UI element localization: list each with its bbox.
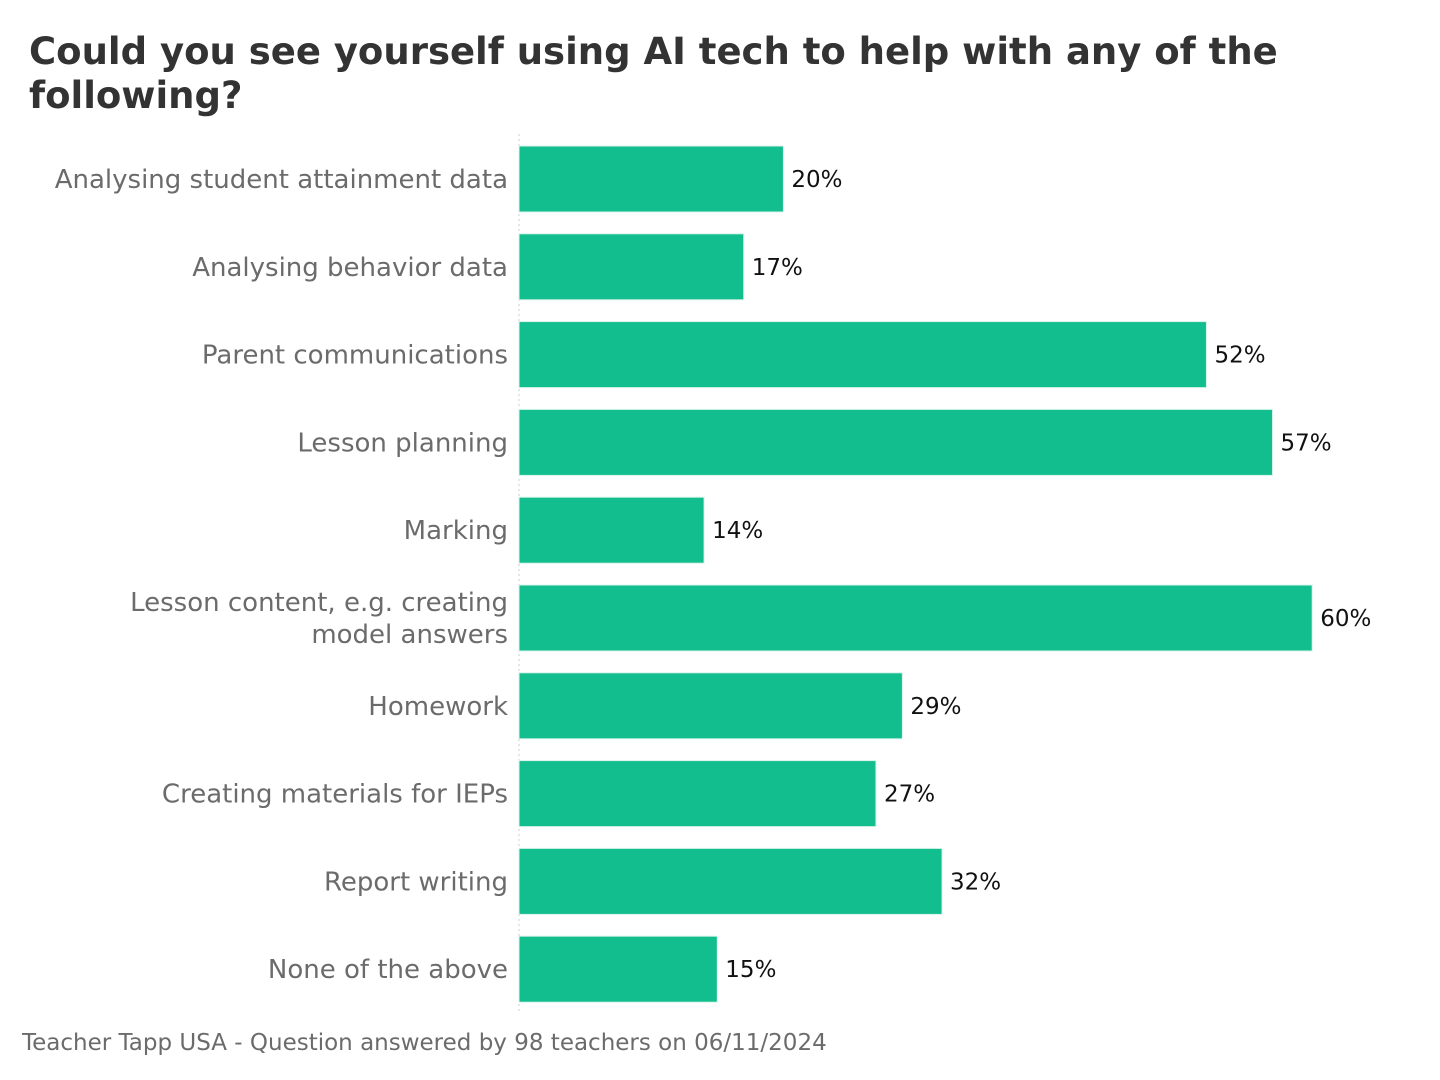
bar (518, 584, 1313, 652)
chart-title: Could you see yourself using AI tech to … (29, 30, 1278, 117)
category-label: Analysing student attainment data (55, 165, 508, 195)
value-label: 60% (1320, 606, 1371, 632)
plot-area: Analysing student attainment data 20% Anal… (55, 134, 1371, 1013)
value-label: 14% (712, 518, 763, 544)
category-label: Marking (404, 516, 508, 546)
bar (518, 847, 943, 915)
category-label: Report writing (324, 867, 508, 897)
value-label: 27% (884, 782, 935, 808)
bar (518, 496, 705, 564)
value-label: 57% (1281, 430, 1332, 456)
bar (518, 935, 718, 1003)
bar (518, 145, 784, 213)
category-label: None of the above (268, 955, 508, 985)
value-label: 15% (725, 957, 776, 983)
bar (518, 672, 903, 740)
bar (518, 233, 745, 301)
category-label: Parent communications (202, 341, 508, 371)
category-label: Analysing behavior data (192, 253, 508, 283)
chart-footer: Teacher Tapp USA - Question answered by … (22, 1030, 827, 1056)
category-label: Lesson content, e.g. creating model answe… (130, 588, 508, 650)
value-label: 32% (950, 869, 1001, 895)
bar (518, 760, 877, 828)
category-label: Homework (368, 692, 508, 722)
bar (518, 408, 1274, 476)
value-label: 29% (910, 694, 961, 720)
value-label: 17% (752, 255, 803, 281)
value-label: 52% (1214, 343, 1265, 369)
value-label: 20% (791, 167, 842, 193)
category-label: Creating materials for IEPs (162, 780, 508, 810)
category-label: Lesson planning (297, 428, 508, 458)
bar (518, 321, 1207, 389)
